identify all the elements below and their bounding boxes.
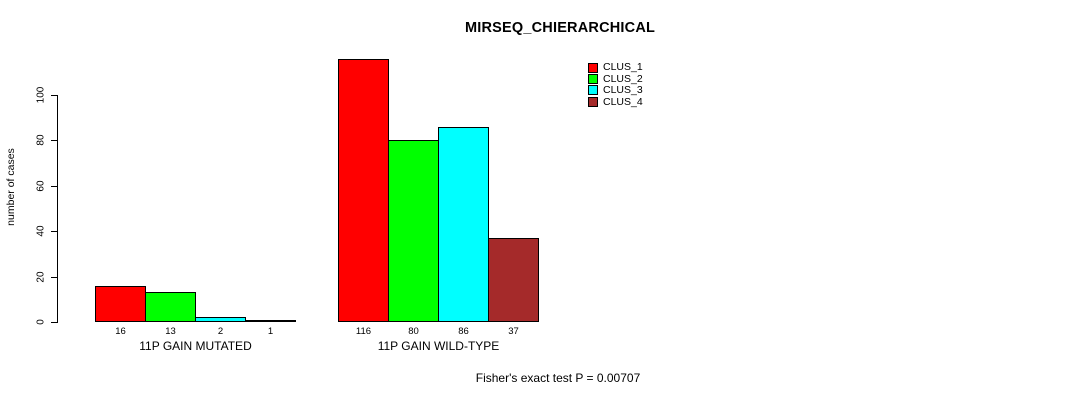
- legend-item-clus_4: CLUS_4: [588, 96, 643, 107]
- legend-item-clus_1: CLUS_1: [588, 62, 643, 73]
- y-axis-line: [57, 95, 58, 323]
- bar-clus_4-wild-type: [488, 238, 539, 322]
- x-group-label: 11P GAIN WILD-TYPE: [377, 339, 500, 353]
- y-axis-tick-label: 0: [35, 319, 47, 325]
- y-axis-tick-label: 40: [35, 225, 47, 237]
- y-axis-tick: [51, 277, 58, 278]
- y-axis-tick-label: 80: [35, 134, 47, 146]
- legend-item-clus_2: CLUS_2: [588, 72, 643, 85]
- bar-clus_1-wild-type: [338, 59, 389, 322]
- bar-clus_3-mutated: [195, 317, 246, 322]
- bar-value-label: 116: [355, 326, 372, 337]
- chart-title: MIRSEQ_CHIERARCHICAL: [464, 20, 656, 36]
- bar-value-label: 37: [508, 326, 519, 337]
- y-axis-tick-label: 100: [35, 86, 47, 104]
- bar-value-label: 80: [408, 326, 419, 337]
- bar-value-label: 13: [165, 326, 176, 337]
- y-axis-tick: [51, 186, 58, 187]
- y-axis-tick-label: 60: [35, 180, 47, 192]
- y-axis-tick-label: 20: [35, 271, 47, 283]
- y-axis-label: number of cases: [5, 148, 17, 226]
- y-axis-tick: [51, 322, 58, 323]
- legend-label: CLUS_4: [603, 95, 643, 108]
- legend: CLUS_1 CLUS_2 CLUS_3 CLUS_4: [588, 62, 643, 108]
- bar-value-label: 1: [267, 326, 274, 337]
- x-group-label: 11P GAIN MUTATED: [139, 339, 252, 353]
- bar-value-label: 86: [458, 326, 469, 337]
- bar-clus_4-mutated: [245, 320, 296, 322]
- bar-clus_2-wild-type: [388, 140, 439, 322]
- legend-swatch-clus_3: [588, 85, 598, 96]
- legend-label: CLUS_3: [603, 84, 643, 97]
- fisher-test-annotation: Fisher's exact test P = 0.00707: [475, 371, 641, 385]
- legend-swatch-clus_1: [588, 62, 598, 73]
- legend-swatch-clus_4: [588, 96, 598, 107]
- y-axis-tick: [51, 231, 58, 232]
- bar-value-label: 2: [217, 326, 224, 337]
- bar-value-label: 16: [115, 326, 126, 337]
- legend-item-clus_3: CLUS_3: [588, 85, 643, 96]
- legend-label: CLUS_2: [603, 72, 643, 85]
- y-axis-tick: [51, 95, 58, 96]
- bar-clus_3-wild-type: [438, 127, 489, 322]
- y-axis-tick: [51, 140, 58, 141]
- bar-clus_2-mutated: [145, 292, 196, 322]
- bar-clus_1-mutated: [95, 286, 146, 322]
- legend-swatch-clus_2: [588, 74, 598, 85]
- legend-label: CLUS_1: [603, 61, 643, 74]
